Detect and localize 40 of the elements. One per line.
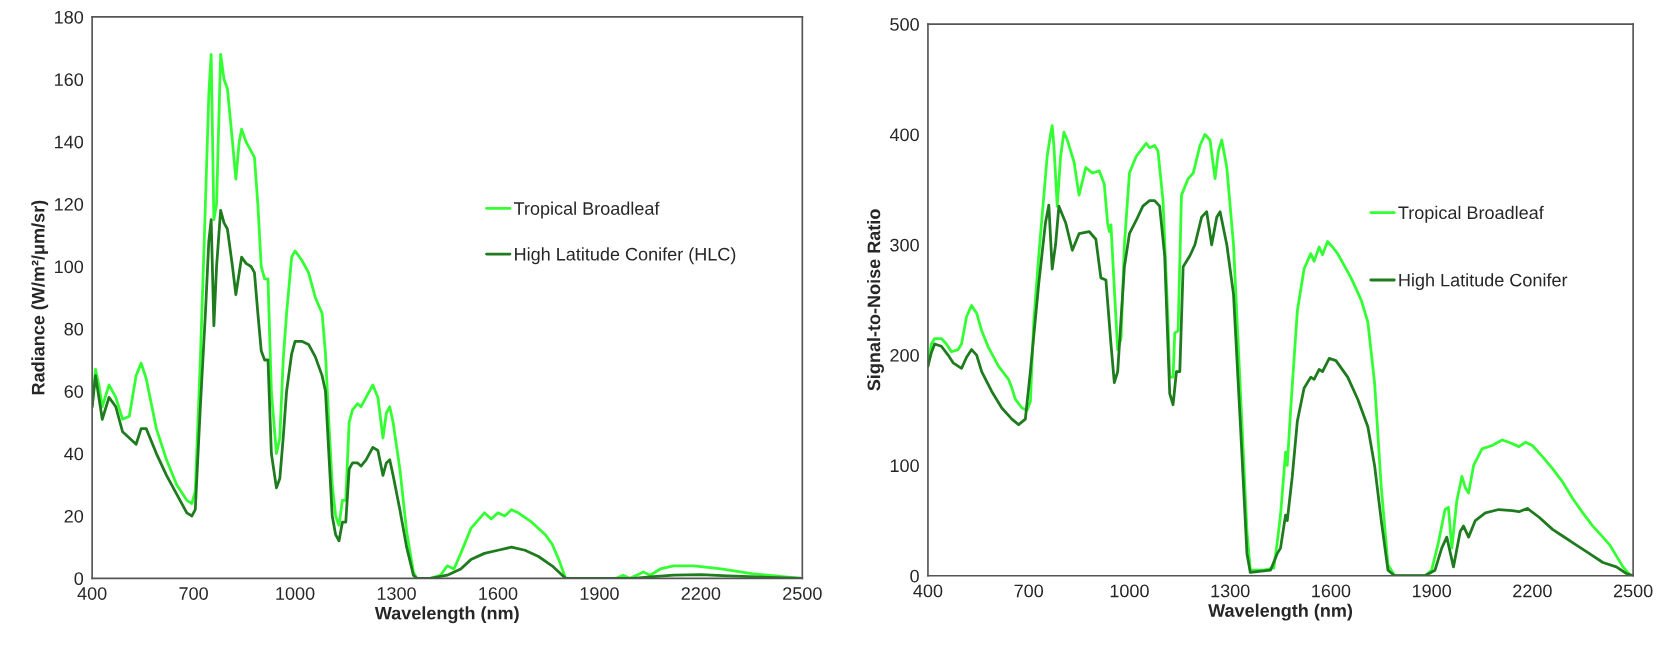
- x-tick-label: 400: [913, 584, 943, 598]
- x-tick-label: 700: [1014, 584, 1044, 598]
- y-tick-label: 0: [74, 572, 84, 586]
- y-tick-label: 500: [890, 18, 919, 31]
- y-tick-label: 20: [64, 509, 84, 523]
- x-tick-label: 1000: [276, 587, 315, 600]
- y-tick-label: 300: [890, 238, 919, 252]
- x-tick-label: 1600: [1312, 584, 1351, 598]
- y-tick-label: 40: [64, 447, 84, 461]
- x-tick-label: 2500: [783, 587, 822, 600]
- y-tick-label: 160: [55, 73, 84, 87]
- y-tick-label: 140: [55, 135, 84, 149]
- y-tick-label: 60: [64, 385, 84, 398]
- y-tick-label: 100: [55, 260, 84, 274]
- x-tick-label: 2200: [681, 587, 721, 600]
- x-tick-label: 1000: [1110, 584, 1149, 598]
- y-axis-title: Radiance (W/m²/μm/sr): [31, 200, 49, 395]
- y-tick-label: 80: [64, 322, 84, 336]
- x-tick-label: 400: [77, 587, 107, 600]
- y-tick-label: 180: [55, 10, 84, 24]
- x-tick-label: 1600: [479, 587, 518, 600]
- x-tick-label: 2500: [1613, 584, 1653, 598]
- y-tick-label: 120: [55, 198, 84, 211]
- x-tick-label: 1900: [1412, 584, 1452, 598]
- x-tick-label: 1900: [580, 587, 619, 600]
- x-tick-label: 700: [179, 587, 208, 600]
- x-tick-label: 1300: [1211, 584, 1250, 598]
- x-axis-title: Wavelength (nm): [1208, 603, 1353, 621]
- x-tick-label: 1300: [377, 587, 416, 600]
- legend-label: High Latitude Conifer: [1399, 273, 1568, 291]
- legend-label: Tropical Broadleaf: [514, 201, 660, 219]
- y-axis-title: Signal-to-Noise Ratio: [867, 209, 884, 391]
- x-tick-label: 2200: [1513, 584, 1552, 598]
- y-tick-label: 0: [910, 569, 919, 583]
- legend-label: High Latitude Conifer (HLC): [515, 247, 736, 265]
- y-tick-label: 200: [890, 349, 919, 362]
- y-tick-label: 100: [890, 459, 919, 473]
- x-axis-title: Wavelength (nm): [374, 606, 519, 624]
- y-tick-label: 400: [889, 128, 919, 142]
- legend-label: Tropical Broadleaf: [1398, 205, 1544, 223]
